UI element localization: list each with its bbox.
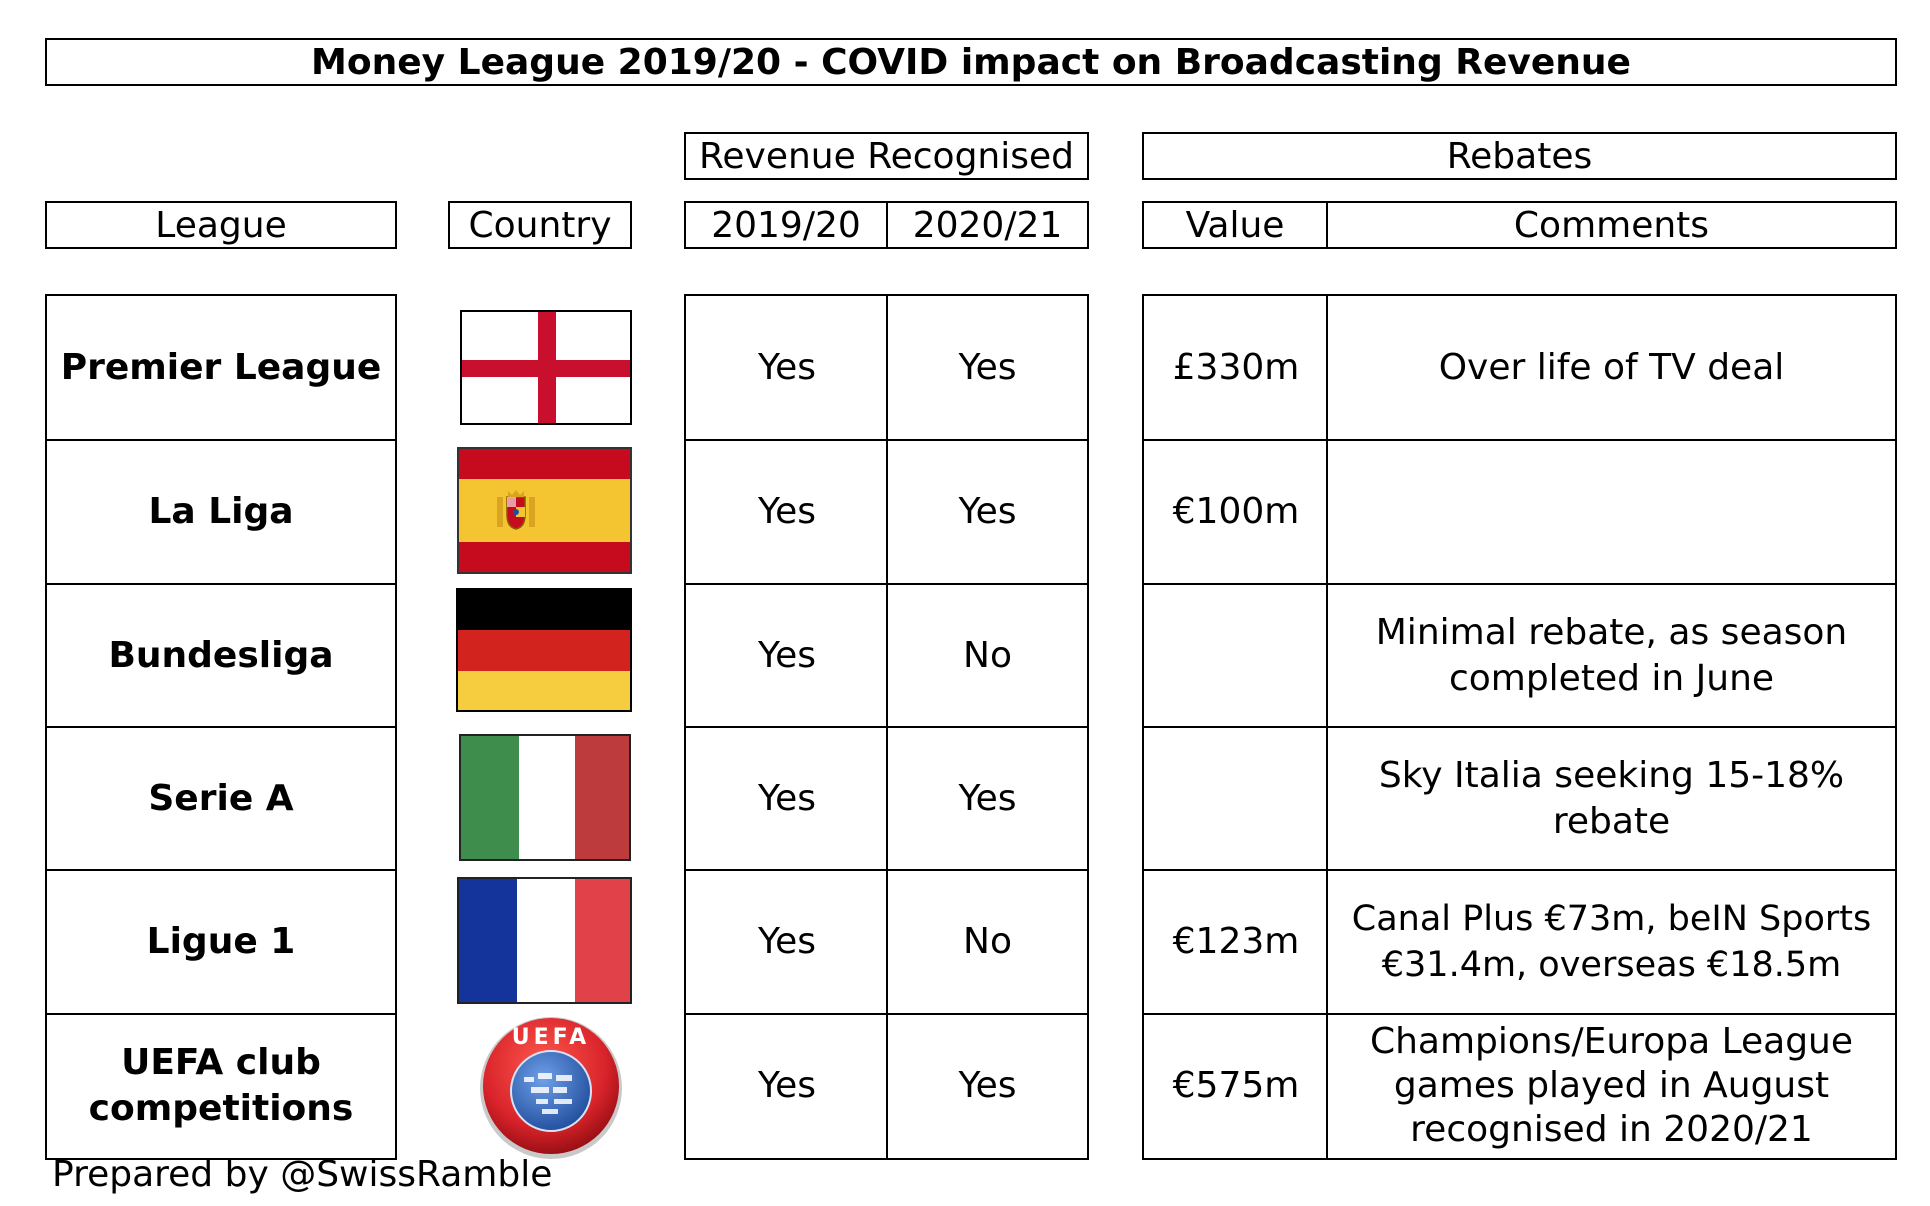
rebate-value-cell (1144, 728, 1328, 869)
rebate-comment-cell: Canal Plus €73m, beIN Sports €31.4m, ove… (1351, 898, 1872, 985)
league-name: Premier League (60, 346, 382, 388)
revenue-2019-cell: Yes (757, 634, 817, 676)
rebate-comment-cell: Sky Italia seeking 15-18% rebate (1378, 754, 1845, 842)
rebates-grid: £330m Over life of TV deal €100m Minimal… (1142, 294, 1897, 1160)
revenue-2020-cell: Yes (958, 1064, 1017, 1106)
rebate-comment-cell: Over life of TV deal (1438, 346, 1785, 388)
value-header: Value (1144, 203, 1328, 247)
revenue-2019-cell: Yes (757, 1064, 817, 1106)
spain-flag (457, 447, 632, 574)
rebate-value-cell (1144, 585, 1328, 726)
league-name: Bundesliga (108, 634, 334, 676)
rebate-value-cell: €575m (1172, 1064, 1300, 1106)
comments-header: Comments (1513, 204, 1710, 246)
league-column-header: League (45, 201, 397, 249)
spain-coat-of-arms-icon (497, 490, 535, 530)
france-flag (457, 877, 632, 1004)
revenue-recognised-header: Revenue Recognised (684, 132, 1089, 180)
revenue-2019-cell: Yes (757, 490, 817, 532)
rebate-column-headers: Value Comments (1142, 201, 1897, 249)
rebates-header: Rebates (1142, 132, 1897, 180)
germany-flag (456, 588, 632, 712)
revenue-recognised-grid: Yes Yes Yes Yes Yes No Yes Yes Yes No Ye… (684, 294, 1089, 1160)
uefa-logo: UEFA (480, 1017, 622, 1159)
revenue-2020-cell: No (963, 634, 1012, 676)
rebate-comment-cell: Champions/Europa League games played in … (1369, 1020, 1854, 1150)
footer-credit: Prepared by @SwissRamble (52, 1154, 553, 1195)
league-name: UEFA club competitions (88, 1041, 354, 1129)
revenue-2020-cell: Yes (958, 777, 1017, 819)
rebate-value-cell: €100m (1172, 490, 1300, 532)
uefa-logo-text: UEFA (512, 1025, 590, 1050)
rebate-value-cell: £330m (1172, 346, 1300, 388)
rebate-comment-cell: Minimal rebate, as season completed in J… (1375, 611, 1848, 699)
year-2020-header: 2020/21 (912, 204, 1063, 246)
revenue-2020-cell: Yes (958, 346, 1017, 388)
league-column: Premier League La Liga Bundesliga Serie … (45, 294, 397, 1160)
revenue-2019-cell: Yes (757, 920, 817, 962)
revenue-2020-cell: Yes (958, 490, 1017, 532)
revenue-2019-cell: Yes (757, 346, 817, 388)
year-column-headers: 2019/20 2020/21 (684, 201, 1089, 249)
league-name: Serie A (148, 777, 294, 819)
england-flag (460, 310, 632, 425)
italy-flag (459, 734, 631, 861)
year-2019-header: 2019/20 (686, 203, 888, 247)
country-column-header: Country (448, 201, 632, 249)
rebate-comment-cell (1328, 441, 1895, 582)
rebate-value-cell: €123m (1172, 920, 1300, 962)
league-name: Ligue 1 (146, 920, 296, 962)
page-title: Money League 2019/20 - COVID impact on B… (45, 38, 1897, 86)
revenue-2020-cell: No (963, 920, 1012, 962)
league-name: La Liga (148, 490, 294, 532)
revenue-2019-cell: Yes (757, 777, 817, 819)
